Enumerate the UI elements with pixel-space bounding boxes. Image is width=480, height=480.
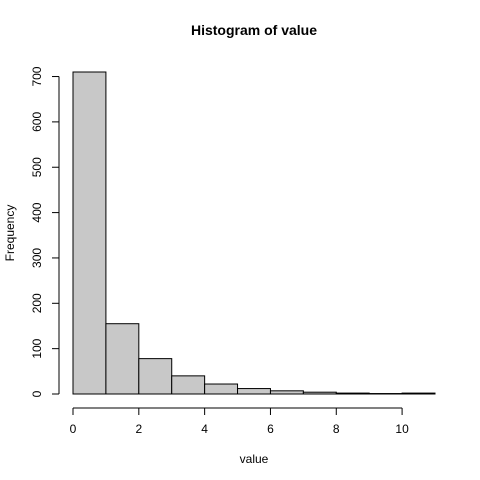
y-tick-label-5: 500 (30, 157, 44, 177)
x-axis-label: value (240, 452, 269, 466)
histogram-bar-4 (204, 383, 239, 395)
chart-title: Histogram of value (191, 22, 317, 38)
y-axis-label: Frequency (3, 205, 17, 262)
histogram-bar-10 (401, 392, 436, 395)
x-axis: 0 2 4 6 8 10 (70, 407, 409, 436)
bars-group (72, 71, 436, 395)
histogram-bar-8 (335, 392, 370, 395)
y-tick-label-2: 200 (30, 293, 44, 313)
histogram-bar-7 (302, 391, 337, 395)
histogram-bar-2 (138, 358, 173, 395)
y-tick-label-1: 100 (30, 338, 44, 358)
y-tick-label-3: 300 (30, 248, 44, 268)
x-tick-label-5: 10 (395, 422, 409, 436)
histogram-bar-0 (72, 71, 107, 395)
y-tick-label-7: 700 (30, 66, 44, 86)
x-tick-label-1: 2 (135, 422, 142, 436)
histogram-bar-6 (269, 390, 304, 395)
x-tick-label-4: 8 (333, 422, 340, 436)
histogram-bar-3 (171, 375, 206, 395)
y-tick-label-4: 400 (30, 202, 44, 222)
y-axis: 0 100 200 300 400 500 600 700 (30, 66, 60, 397)
y-tick-label-6: 600 (30, 112, 44, 132)
histogram-bar-1 (105, 323, 140, 395)
histogram-bar-5 (237, 388, 271, 395)
x-tick-label-0: 0 (70, 422, 77, 436)
x-tick-label-3: 6 (267, 422, 274, 436)
y-tick-label-0: 0 (30, 390, 44, 397)
x-tick-label-2: 4 (201, 422, 208, 436)
